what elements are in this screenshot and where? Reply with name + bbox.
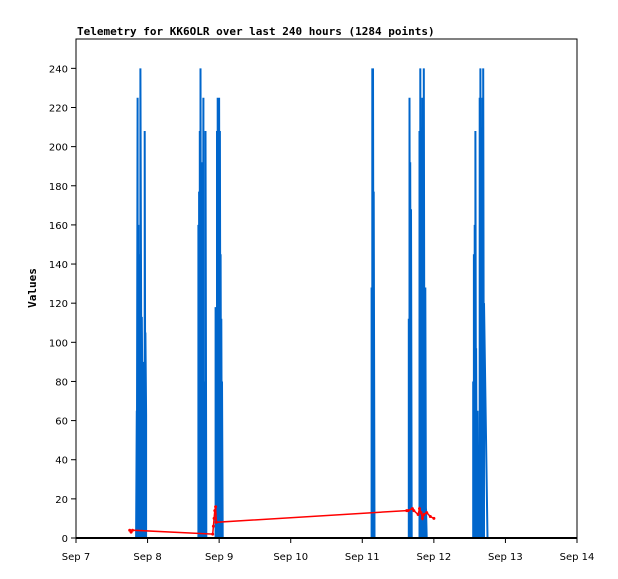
y-tick-label: 160 <box>49 221 68 232</box>
x-tick-label: Sep 7 <box>62 552 90 563</box>
y-tick-label: 120 <box>49 299 68 310</box>
data-point <box>416 513 420 516</box>
y-tick-label: 240 <box>49 64 68 75</box>
series-layer <box>128 68 498 539</box>
series-1 <box>135 68 498 539</box>
chart-title: Telemetry for KK6OLR over last 240 hours… <box>77 25 435 38</box>
x-tick-label: Sep 13 <box>488 552 523 563</box>
data-point <box>211 532 215 536</box>
series-line <box>135 68 498 539</box>
data-point <box>213 509 217 513</box>
y-axis: 0 20 40 60 80 100 120 140 160 180 200 220 240 <box>49 64 76 545</box>
data-point <box>428 515 432 518</box>
data-point <box>214 520 218 524</box>
y-tick-label: 40 <box>55 456 68 467</box>
x-tick-label: Sep 11 <box>345 552 380 563</box>
x-tick-label: Sep 14 <box>560 552 595 563</box>
y-tick-label: 20 <box>55 495 68 506</box>
y-tick-label: 0 <box>62 534 68 545</box>
y-tick-label: 200 <box>49 143 68 154</box>
series-2 <box>128 505 436 536</box>
x-tick-label: Sep 9 <box>205 552 233 563</box>
data-point <box>418 507 421 511</box>
data-point <box>432 516 436 520</box>
y-tick-label: 220 <box>49 103 68 114</box>
data-point <box>422 513 426 516</box>
data-point <box>212 516 216 520</box>
y-tick-label: 80 <box>55 377 68 388</box>
x-axis: Sep 7 Sep 8 Sep 9 Sep 10 Sep 11 Sep 12 Sep 13 S… <box>62 538 595 563</box>
data-point <box>419 511 423 515</box>
data-point <box>211 524 215 528</box>
y-axis-title: Values <box>26 268 39 308</box>
x-tick-label: Sep 10 <box>273 552 308 563</box>
x-tick-label: Sep 8 <box>133 552 161 563</box>
data-point <box>214 505 218 509</box>
y-tick-label: 60 <box>55 417 68 428</box>
y-tick-label: 180 <box>49 182 68 193</box>
data-point <box>420 516 424 520</box>
data-point <box>412 509 416 513</box>
y-tick-label: 140 <box>49 260 68 271</box>
plot-area <box>75 38 578 539</box>
x-tick-label: Sep 12 <box>416 552 451 563</box>
data-point <box>131 528 134 532</box>
data-point <box>425 511 429 515</box>
data-point <box>406 509 410 513</box>
y-tick-label: 100 <box>49 338 68 349</box>
